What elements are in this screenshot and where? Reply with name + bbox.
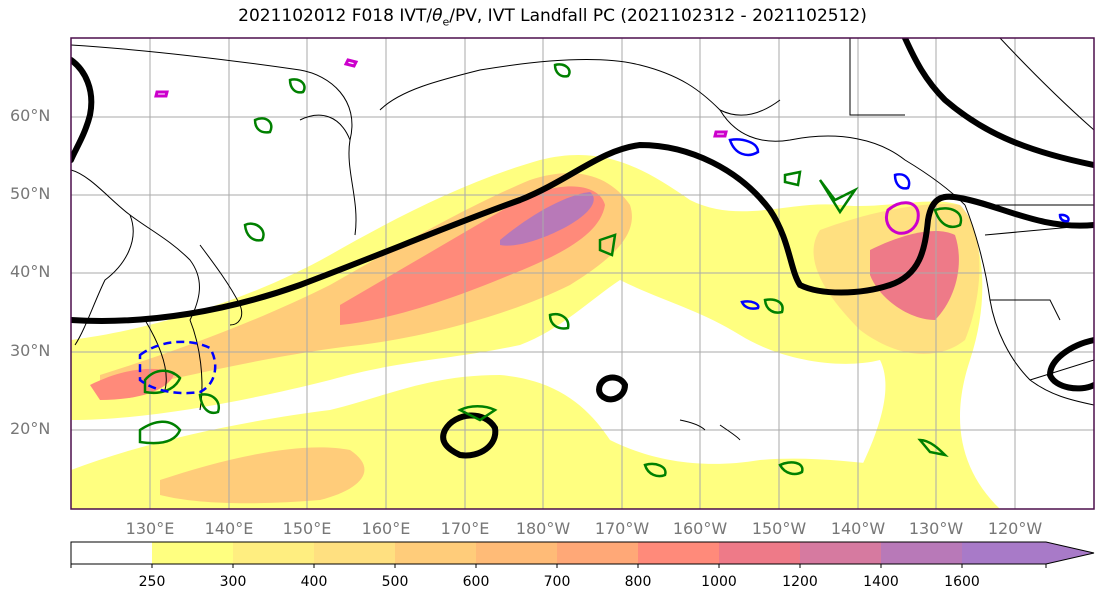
lat-label-30n: 30°N bbox=[10, 341, 51, 360]
lon-label-160w: 160°W bbox=[672, 519, 728, 538]
lon-label-180w: 180°W bbox=[515, 519, 571, 538]
graticule bbox=[71, 38, 1094, 509]
colorbar-label-1600: 1600 bbox=[944, 574, 980, 590]
colorbar-label-1000: 1000 bbox=[701, 574, 737, 590]
lon-label-170w: 170°W bbox=[594, 519, 650, 538]
colorbar-label-400: 400 bbox=[300, 574, 328, 590]
colorbar-label-800: 800 bbox=[624, 574, 652, 590]
lon-label-160e: 160°E bbox=[361, 519, 411, 538]
coastlines bbox=[71, 38, 1094, 441]
colorbar-label-500: 500 bbox=[381, 574, 409, 590]
colorbar-label-1400: 1400 bbox=[863, 574, 899, 590]
lat-label-60n: 60°N bbox=[10, 106, 51, 125]
lat-label-40n: 40°N bbox=[10, 262, 51, 281]
lon-label-130w: 130°W bbox=[908, 519, 964, 538]
lon-label-170e: 170°E bbox=[440, 519, 490, 538]
lon-label-120w: 120°W bbox=[987, 519, 1043, 538]
figure-title: 2021102012 F018 IVT/θe/PV, IVT Landfall … bbox=[238, 6, 867, 29]
ivt-band-outer bbox=[71, 154, 1000, 509]
lat-label-20n: 20°N bbox=[10, 419, 51, 438]
landfall-pc bbox=[154, 58, 920, 235]
colorbar-label-300: 300 bbox=[219, 574, 247, 590]
ivt-band-peak bbox=[500, 192, 594, 246]
lon-label-130e: 130°E bbox=[125, 519, 175, 538]
colorbar-label-600: 600 bbox=[462, 574, 490, 590]
pv-contours-negative bbox=[138, 138, 1070, 395]
lon-label-140e: 140°E bbox=[204, 519, 254, 538]
colorbar-label-250: 250 bbox=[138, 574, 166, 590]
map-frame bbox=[70, 37, 1095, 510]
colorbar bbox=[70, 541, 1095, 568]
ivt-south-core bbox=[160, 447, 365, 504]
lat-label-50n: 50°N bbox=[10, 184, 51, 203]
theta-e-contours bbox=[71, 38, 1094, 459]
map-plot-area bbox=[71, 38, 1094, 509]
lon-label-150e: 150°E bbox=[282, 519, 332, 538]
lon-label-150w: 150°W bbox=[751, 519, 807, 538]
pv-contours-positive bbox=[138, 63, 963, 478]
colorbar-label-700: 700 bbox=[543, 574, 571, 590]
ivt-sw-core bbox=[90, 368, 175, 400]
ivt-shading bbox=[71, 154, 1000, 509]
lon-label-140w: 140°W bbox=[830, 519, 886, 538]
colorbar-label-1200: 1200 bbox=[782, 574, 818, 590]
ivt-east-core bbox=[870, 230, 959, 320]
